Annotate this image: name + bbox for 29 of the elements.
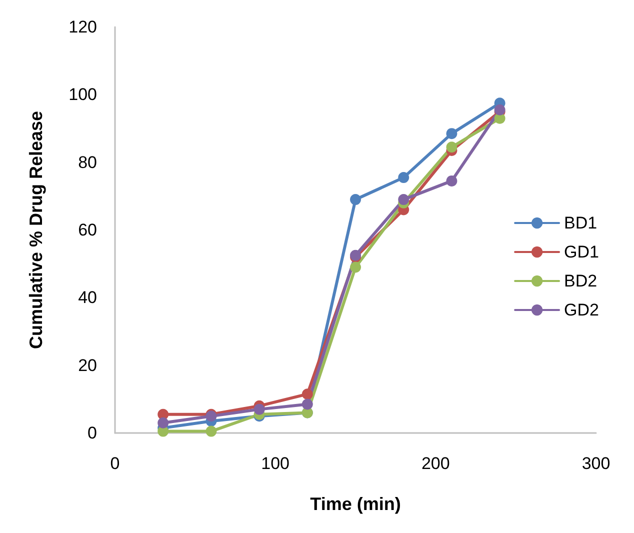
legend-label: GD2 xyxy=(564,300,600,320)
point xyxy=(398,194,410,206)
y-tick-label: 60 xyxy=(78,220,97,240)
point xyxy=(446,142,458,153)
x-tick-label: 200 xyxy=(421,454,450,473)
point xyxy=(302,388,313,400)
legend-label: GD1 xyxy=(564,242,600,262)
point xyxy=(302,398,313,410)
legend-label: BD2 xyxy=(564,272,598,290)
point xyxy=(446,175,458,186)
y-axis-title: Cumulative % Drug Release xyxy=(26,110,46,350)
point xyxy=(398,172,410,184)
legend-label: BD1 xyxy=(564,214,598,232)
y-tick-label: 100 xyxy=(68,85,97,104)
y-tick-label: 80 xyxy=(78,152,97,172)
y-tick-label: 0 xyxy=(88,424,97,442)
point xyxy=(158,417,169,428)
y-tick-label: 40 xyxy=(78,288,97,308)
y-tick-label: 20 xyxy=(78,356,97,375)
point xyxy=(446,128,458,140)
point xyxy=(350,262,361,273)
x-tick-label: 0 xyxy=(110,454,120,473)
point xyxy=(350,194,361,206)
x-axis-title: Time (min) xyxy=(310,494,401,514)
point xyxy=(206,426,217,437)
point xyxy=(254,404,265,415)
x-tick-label: 300 xyxy=(582,454,610,473)
x-tick-label: 100 xyxy=(261,454,290,473)
y-tick-label: 120 xyxy=(68,18,97,36)
